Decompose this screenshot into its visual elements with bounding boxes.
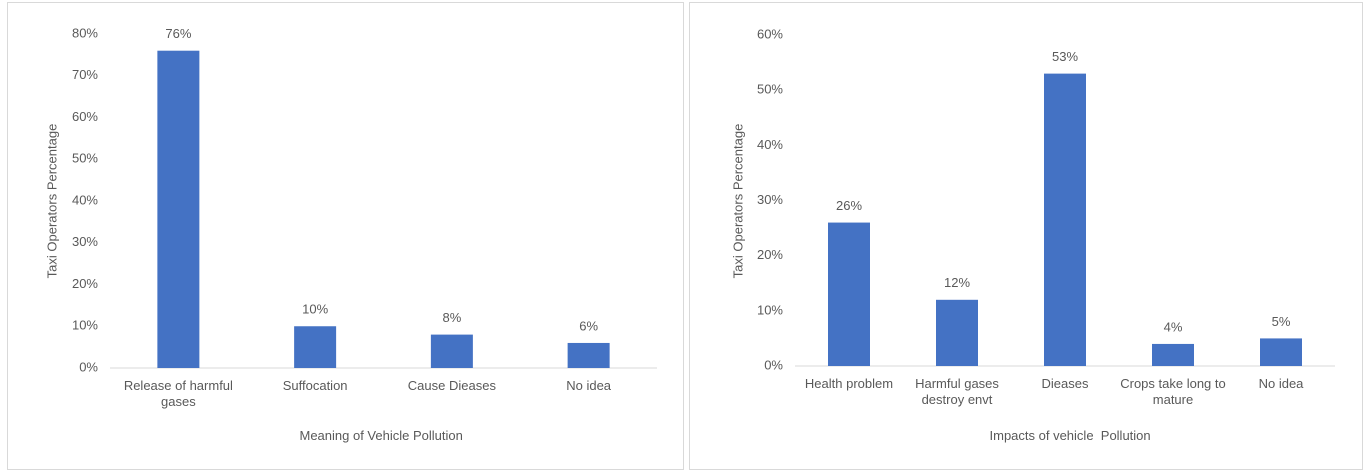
y-tick-label: 0% bbox=[764, 357, 783, 372]
data-label: 6% bbox=[579, 318, 598, 333]
chart-panel bbox=[7, 2, 684, 470]
y-tick-label: 70% bbox=[72, 67, 98, 82]
x-axis-title: Impacts of vehicle Pollution bbox=[989, 428, 1151, 443]
x-tick-label: Health problem bbox=[804, 376, 894, 391]
x-tick-label: No idea bbox=[1258, 376, 1304, 391]
bar bbox=[294, 326, 337, 368]
bar bbox=[828, 222, 870, 366]
x-axis-title: Meaning of Vehicle Pollution bbox=[299, 428, 463, 443]
bar bbox=[567, 342, 610, 368]
x-tick-label: Dieases bbox=[1041, 376, 1089, 391]
y-tick-label: 0% bbox=[79, 359, 98, 374]
x-tick-label: No idea bbox=[566, 378, 612, 393]
y-tick-label: 10% bbox=[757, 302, 783, 317]
y-tick-label: 60% bbox=[72, 109, 98, 124]
data-label: 5% bbox=[1272, 314, 1291, 329]
y-tick-label: 20% bbox=[72, 276, 98, 291]
y-tick-label: 40% bbox=[72, 192, 98, 207]
chart-panel bbox=[689, 2, 1363, 470]
data-label: 76% bbox=[165, 26, 191, 41]
bar bbox=[1044, 73, 1086, 366]
bar bbox=[1152, 343, 1194, 366]
bar bbox=[430, 334, 473, 368]
x-tick-label: Release of harmful gases bbox=[123, 378, 233, 409]
y-axis-title: Taxi Operators Percentage bbox=[730, 123, 746, 278]
y-tick-label: 50% bbox=[757, 82, 783, 97]
y-tick-label: 30% bbox=[72, 234, 98, 249]
y-tick-label: 50% bbox=[72, 151, 98, 166]
y-axis-title: Taxi Operators Percentage bbox=[44, 123, 60, 279]
x-tick-label: Crops take long to mature bbox=[1120, 376, 1226, 407]
y-tick-label: 40% bbox=[757, 137, 783, 152]
y-tick-label: 30% bbox=[757, 192, 783, 207]
x-tick-label: Harmful gases destroy envt bbox=[915, 376, 999, 407]
data-label: 10% bbox=[302, 302, 328, 317]
data-label: 12% bbox=[944, 275, 970, 290]
x-tick-label: Suffocation bbox=[282, 378, 348, 393]
data-label: 53% bbox=[1052, 49, 1078, 64]
bar bbox=[1260, 338, 1302, 366]
data-label: 26% bbox=[836, 198, 862, 213]
bar bbox=[157, 50, 200, 368]
y-tick-label: 60% bbox=[757, 26, 783, 41]
x-tick-label: Cause Dieases bbox=[407, 378, 496, 393]
y-tick-label: 10% bbox=[72, 318, 98, 333]
y-tick-label: 20% bbox=[757, 247, 783, 262]
y-tick-label: 80% bbox=[72, 25, 98, 40]
data-label: 4% bbox=[1164, 319, 1183, 334]
bar bbox=[936, 299, 978, 366]
data-label: 8% bbox=[442, 310, 461, 325]
